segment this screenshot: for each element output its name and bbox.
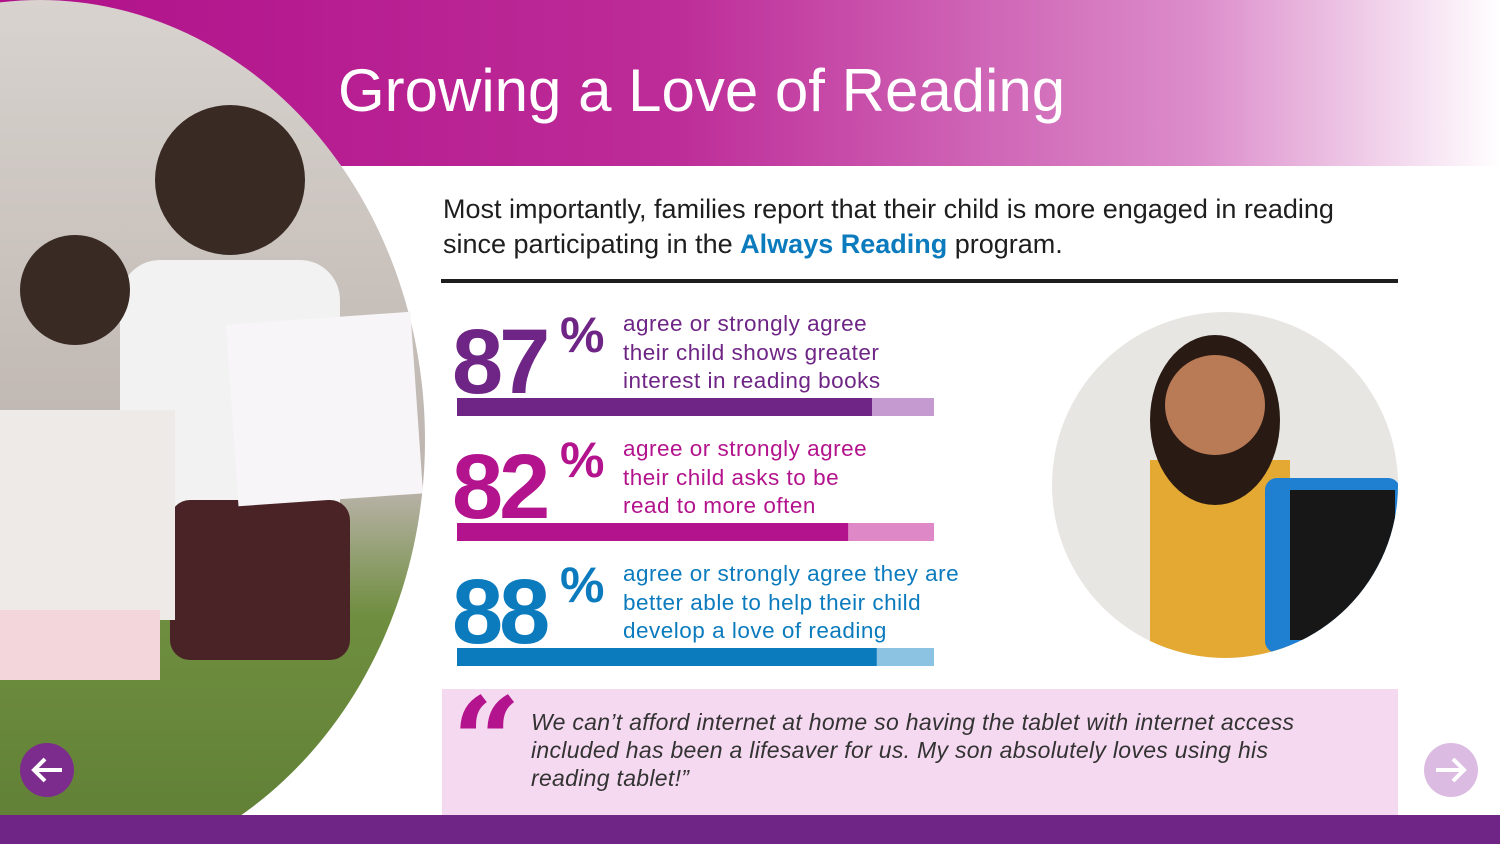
stat-text: their child shows greater [623,339,880,365]
stat-text: interest in reading books [623,368,881,393]
photo-figure [0,610,160,680]
stat-value: 87 [452,311,550,413]
stat-text: agree or strongly agree [623,436,868,461]
stat-value: 88 [452,561,550,663]
intro-text: program. [947,229,1063,259]
next-button[interactable] [1424,743,1478,797]
prev-button[interactable] [20,743,74,797]
bar [457,648,877,666]
intro-text: Most importantly, families report that t… [443,194,1334,259]
title: Growing a Love of Reading [338,57,1066,124]
stat-text: agree or strongly agree they are [623,561,960,586]
photo-figure [155,105,305,255]
stat-text: their child asks to be [623,464,840,490]
stat-unit: % [560,307,605,363]
quote-mark: “ [452,671,522,812]
stat-value: 82 [452,436,550,538]
footer-band [0,815,1500,844]
photo-figure [170,500,350,660]
photo-book [0,410,175,620]
quote-text: We can’t afford internet at home so havi… [531,709,1295,735]
stat-text: agree or strongly agree [623,311,868,336]
stat-text: better able to help their child [623,589,922,615]
photo-sign [225,311,424,507]
photo-figure [20,235,130,345]
program-name: Always Reading [740,229,948,259]
bar [457,398,872,416]
quote-text: included has been a lifesaver for us. My… [531,737,1269,763]
bar [457,523,849,541]
photo-right [1052,312,1398,658]
stat-unit: % [560,432,605,488]
stat-unit: % [560,557,605,613]
intro: Most importantly, families report that t… [443,192,1403,262]
quote-text: reading tablet!” [531,765,690,791]
quote-box [442,689,1398,815]
stat-text: read to more often [623,493,816,518]
stat-text: develop a love of reading [623,618,887,643]
